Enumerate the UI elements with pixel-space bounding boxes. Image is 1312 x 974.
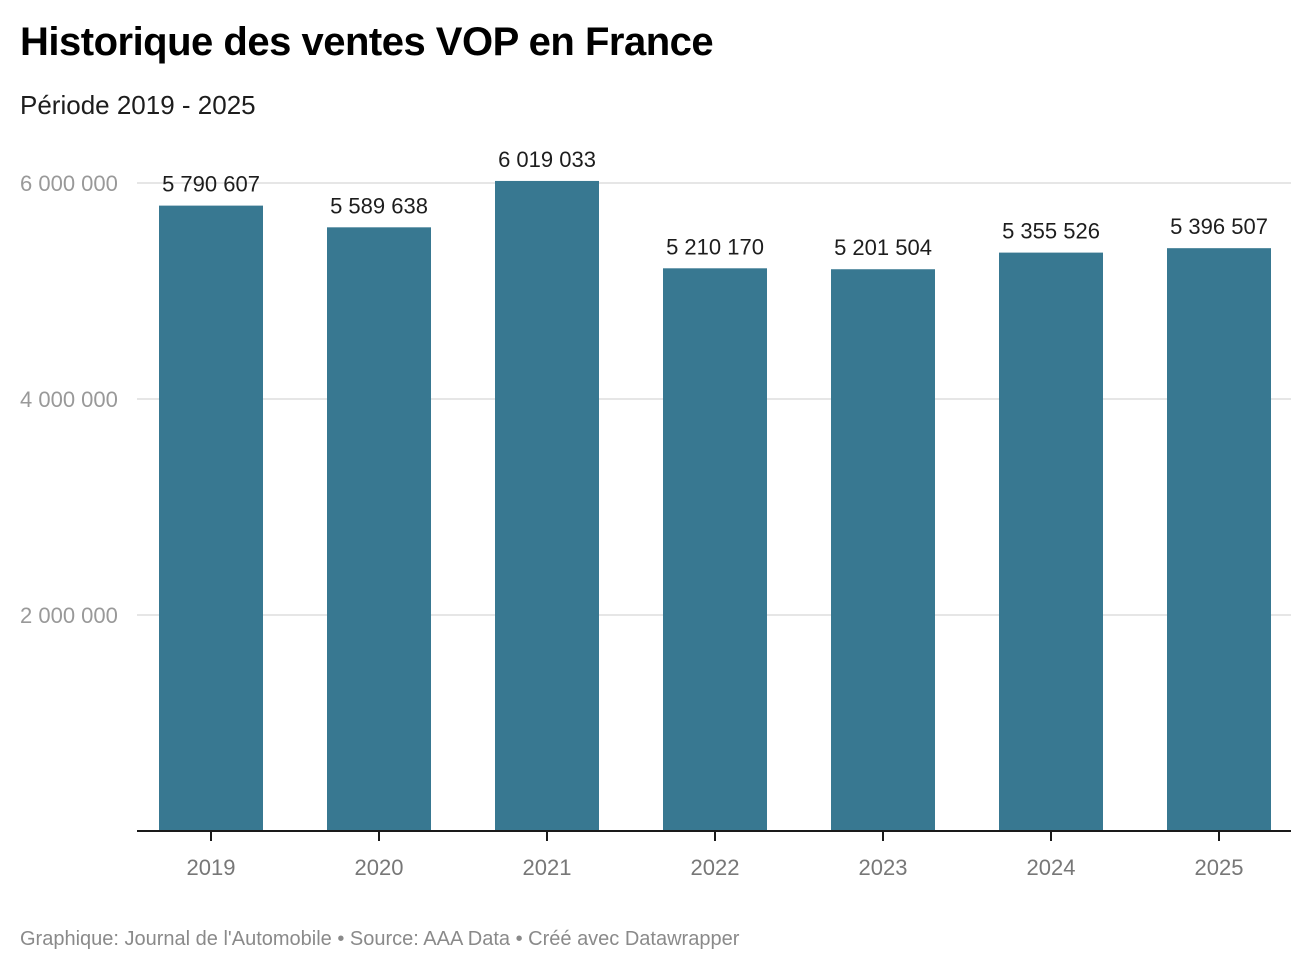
bar bbox=[327, 227, 431, 831]
y-tick-label: 6 000 000 bbox=[20, 171, 118, 196]
bar bbox=[1167, 248, 1271, 831]
value-label: 5 201 504 bbox=[834, 235, 932, 260]
x-tick-label: 2020 bbox=[355, 855, 404, 880]
x-tick-label: 2025 bbox=[1195, 855, 1244, 880]
value-label: 5 210 170 bbox=[666, 234, 764, 259]
value-labels: 5 790 607 5 589 638 6 019 033 5 210 170 5 20… bbox=[162, 147, 1268, 260]
graphic-credit: Graphique: Journal de l'Automobile bbox=[20, 928, 332, 950]
value-label: 5 790 607 bbox=[162, 172, 260, 197]
x-tick-label: 2022 bbox=[691, 855, 740, 880]
tool-credit: Créé avec Datawrapper bbox=[528, 928, 740, 950]
y-tick-label: 2 000 000 bbox=[20, 603, 118, 628]
y-axis-tick-labels: 2 000 000 4 000 000 6 000 000 bbox=[20, 171, 118, 628]
value-label: 5 396 507 bbox=[1170, 214, 1268, 239]
x-tick-label: 2024 bbox=[1027, 855, 1076, 880]
source-credit: Source: AAA Data bbox=[349, 928, 511, 950]
footer-separator: • bbox=[510, 928, 529, 950]
bar bbox=[495, 180, 599, 831]
y-tick-label: 4 000 000 bbox=[20, 387, 118, 412]
chart-title: Historique des ventes VOP en France bbox=[20, 20, 714, 64]
x-axis-tick-labels: 2019 2020 2021 2022 2023 2024 2025 bbox=[187, 855, 1244, 880]
bar bbox=[663, 268, 767, 831]
x-tick-label: 2019 bbox=[187, 855, 236, 880]
x-tick-label: 2021 bbox=[523, 855, 572, 880]
bar bbox=[831, 269, 935, 832]
value-label: 5 355 526 bbox=[1002, 219, 1100, 244]
value-label: 5 589 638 bbox=[330, 193, 428, 218]
bar bbox=[159, 205, 263, 831]
chart-subtitle: Période 2019 - 2025 bbox=[20, 90, 256, 120]
x-tick-label: 2023 bbox=[859, 855, 908, 880]
footer-credits: Graphique: Journal de l'Automobile • Sou… bbox=[20, 928, 739, 951]
bar bbox=[999, 252, 1103, 831]
value-label: 6 019 033 bbox=[498, 147, 596, 172]
footer-separator: • bbox=[331, 928, 350, 950]
x-axis-ticks bbox=[210, 831, 1220, 841]
bars bbox=[159, 180, 1271, 832]
